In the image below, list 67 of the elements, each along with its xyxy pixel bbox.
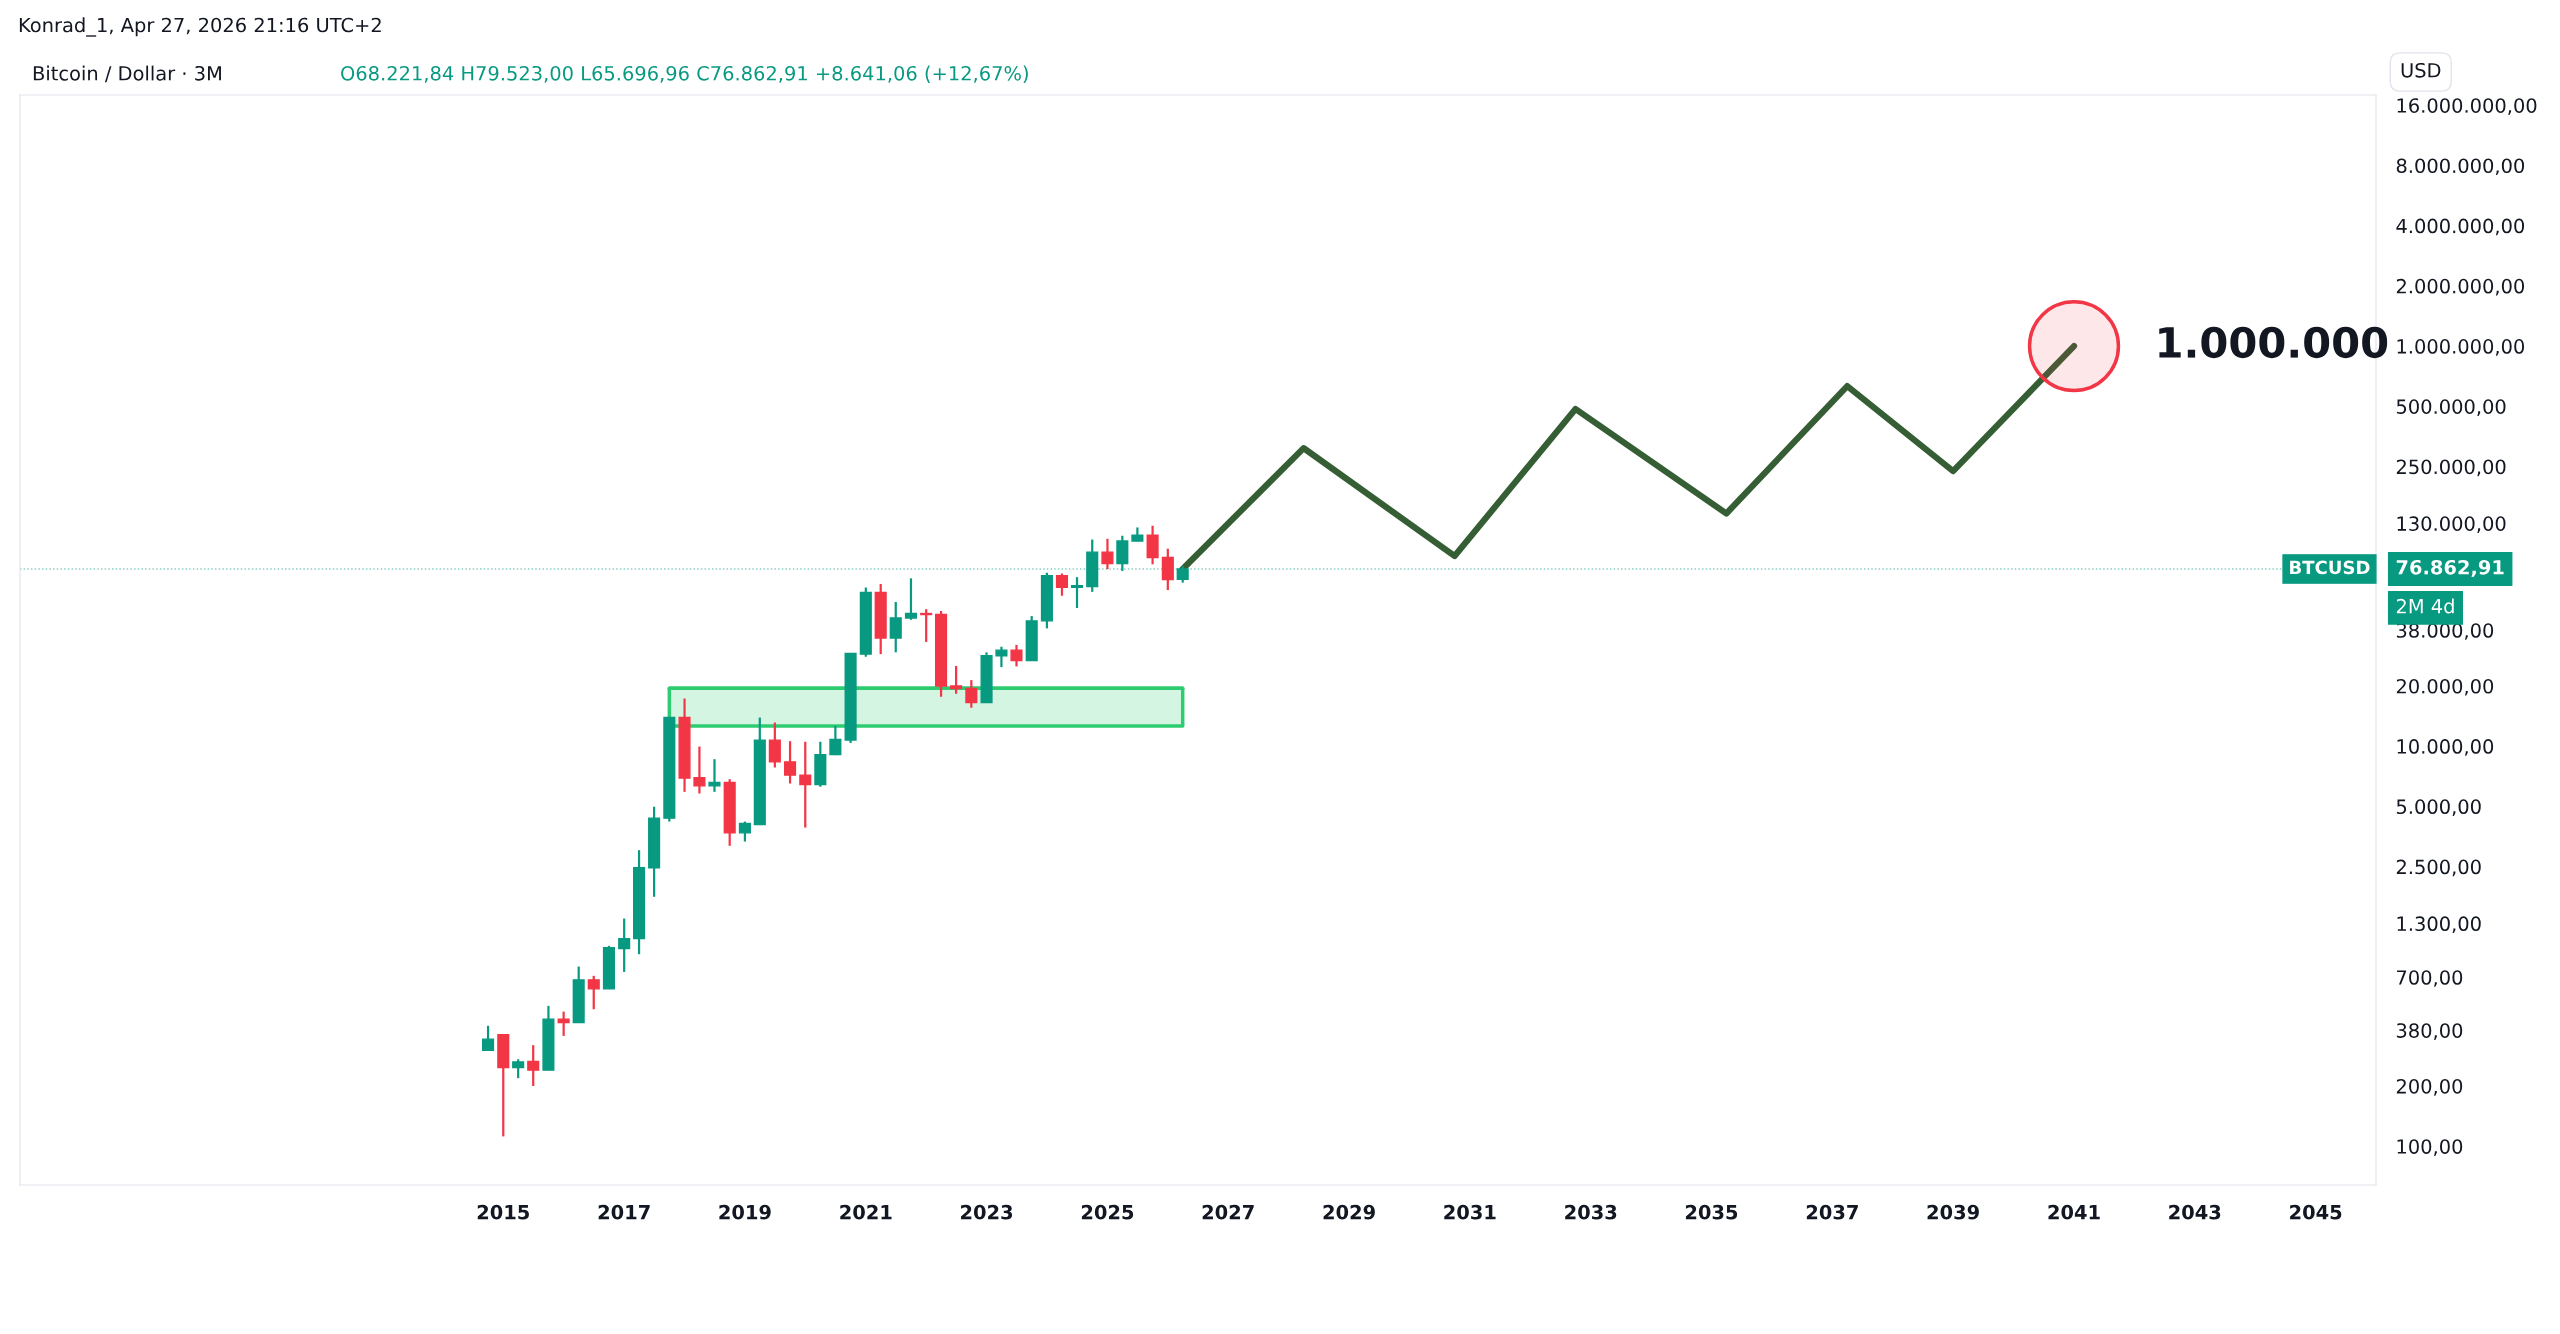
candlestick (1010, 643, 1023, 668)
candlestick (557, 1010, 570, 1038)
candlestick (768, 721, 781, 769)
y-tick-label: 5.000,00 (2396, 799, 2481, 817)
candlestick (799, 740, 812, 829)
candlestick (693, 745, 706, 795)
y-tick-label: 8.000.000,00 (2396, 158, 2525, 176)
candlestick (512, 1058, 525, 1080)
candlestick (889, 600, 902, 654)
x-tick-label: 2027 (1202, 1204, 1254, 1220)
y-tick-label: 1.000.000,00 (2397, 339, 2525, 356)
x-tick-label: 2035 (1685, 1204, 1738, 1220)
x-tick-label: 2031 (1444, 1204, 1496, 1220)
candlestick (1146, 524, 1159, 566)
candlestick (904, 577, 918, 621)
candlestick (784, 740, 797, 785)
y-tick-label: 10.000,00 (2397, 739, 2494, 756)
x-tick-label: 2019 (719, 1204, 771, 1220)
candlestick (829, 724, 842, 757)
chart-subtitle: O68.221,84 H79.523,00 L65.696,96 C76.862,91 +8.641,06 (+12,67%) (341, 65, 1028, 83)
y-tick-label: 4.000.000,00 (2396, 218, 2525, 236)
y-tick-label: 100,00 (2397, 1139, 2463, 1156)
x-tick-label: 2015 (477, 1204, 529, 1220)
candlestick (587, 974, 600, 1011)
candlestick (618, 917, 631, 973)
x-tick-label: 2033 (1565, 1204, 1617, 1220)
candlestick (1116, 534, 1129, 572)
candlestick (1055, 572, 1069, 597)
text: Konrad_1, Apr 27, 2026 21:16 UTC+2 (19, 17, 381, 37)
candlestick (482, 1024, 495, 1052)
candlestick (1101, 537, 1114, 571)
x-tick-label: 2025 (1081, 1204, 1134, 1220)
y-tick-label: 1.300,00 (2397, 916, 2481, 934)
y-tick-label: 2.000.000,00 (2396, 278, 2525, 296)
x-tick-label: 2043 (2169, 1204, 2221, 1220)
y-tick-label: 700,00 (2397, 970, 2463, 987)
x-tick-label: 2021 (840, 1204, 892, 1220)
candlestick (965, 679, 978, 709)
x-tick-label: 2037 (1806, 1204, 1858, 1220)
candlestick (950, 664, 963, 695)
candlestick (995, 645, 1008, 669)
candlestick (708, 758, 721, 793)
x-tick-label: 2017 (598, 1204, 650, 1220)
candlestick (1070, 576, 1084, 610)
y-tick-label: 130.000,00 (2397, 516, 2506, 533)
ref-line-label: BTCUSD (2290, 560, 2370, 575)
x-tick-label: 2041 (2048, 1204, 2100, 1220)
x-tick-label: 2029 (1323, 1204, 1375, 1220)
annotation: 1.000.000 (2159, 326, 2388, 359)
y-tick-label: 380,00 (2396, 1023, 2463, 1040)
candlestick (527, 1044, 540, 1088)
y-tick-label: 200,00 (2396, 1078, 2463, 1096)
text: 2M 4d (2396, 598, 2454, 614)
text: USD (2401, 62, 2441, 78)
x-tick-label: 2045 (2290, 1204, 2342, 1220)
candlestick (1161, 547, 1174, 592)
candlestick (738, 820, 751, 843)
y-tick-label: 2.500,00 (2396, 859, 2481, 877)
y-tick-label: 20.000,00 (2396, 678, 2494, 696)
x-tick-label: 2039 (1927, 1204, 1979, 1220)
x-tick-label: 2023 (961, 1204, 1013, 1220)
chart-title: Bitcoin / Dollar · 3M (33, 65, 221, 83)
y-tick-label: 16.000.000,00 (2397, 98, 2537, 115)
y-tick-label: 250.000,00 (2396, 459, 2506, 477)
y-tick-label: 500.000,00 (2396, 399, 2506, 416)
text: 76.862,91 (2396, 559, 2504, 578)
y-tick-label: 38.000,00 (2396, 623, 2494, 640)
